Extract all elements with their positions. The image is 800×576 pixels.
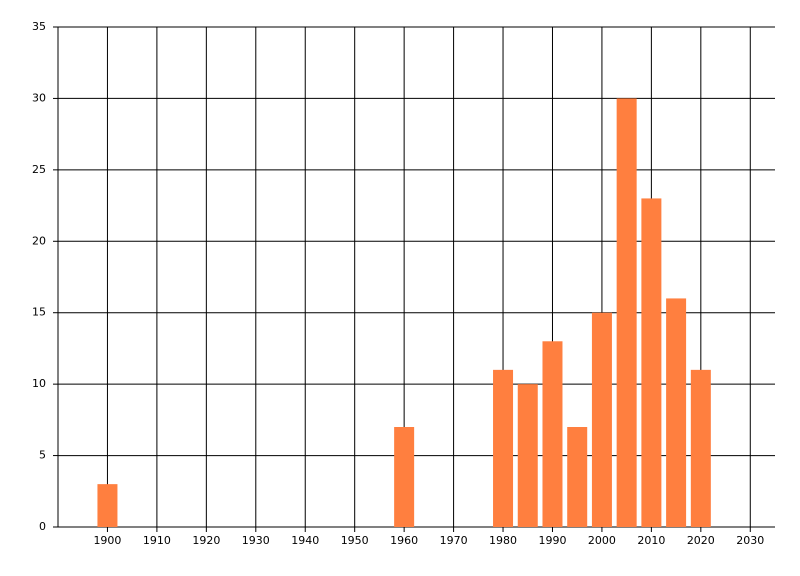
x-tick-label: 1950 <box>341 534 369 547</box>
y-tick-label: 25 <box>32 163 46 176</box>
x-tick-label: 1940 <box>291 534 319 547</box>
bar <box>542 341 563 527</box>
y-tick-label: 20 <box>32 234 46 247</box>
x-tick-label: 1980 <box>489 534 517 547</box>
bar <box>517 384 538 527</box>
y-tick-label: 5 <box>39 449 46 462</box>
y-tick-label: 15 <box>32 306 46 319</box>
x-tick-label: 1930 <box>242 534 270 547</box>
x-tick-label: 2000 <box>588 534 616 547</box>
bar <box>616 98 637 527</box>
y-tick-label: 35 <box>32 20 46 33</box>
bar <box>591 312 612 527</box>
bar <box>97 484 118 527</box>
x-tick-label: 1960 <box>390 534 418 547</box>
x-tick-label: 1970 <box>440 534 468 547</box>
y-tick-label: 0 <box>39 520 46 533</box>
bar <box>666 298 687 527</box>
x-tick-label: 2030 <box>736 534 764 547</box>
y-tick-label: 10 <box>32 377 46 390</box>
x-tick-label: 2010 <box>637 534 665 547</box>
bar <box>394 427 415 527</box>
y-tick-label: 30 <box>32 91 46 104</box>
bar <box>567 427 588 527</box>
bar <box>690 369 711 527</box>
x-tick-label: 2020 <box>687 534 715 547</box>
bar <box>641 198 662 527</box>
x-tick-label: 1900 <box>93 534 121 547</box>
bar <box>493 369 514 527</box>
x-tick-label: 1920 <box>192 534 220 547</box>
x-tick-label: 1910 <box>143 534 171 547</box>
x-tick-label: 1990 <box>538 534 566 547</box>
